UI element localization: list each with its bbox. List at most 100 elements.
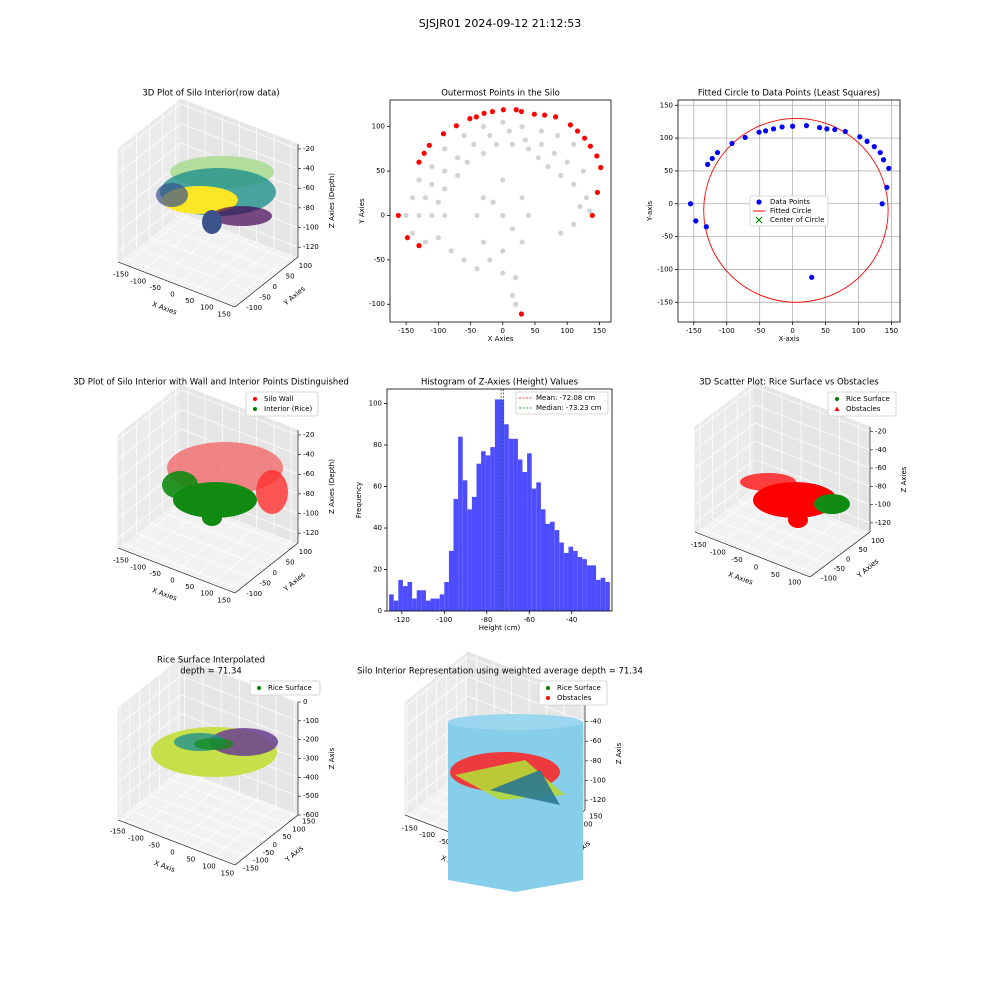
point	[442, 186, 448, 192]
y-tick-label: 100	[292, 825, 305, 833]
legend-marker	[835, 397, 839, 401]
x-tick-label: 0	[170, 291, 174, 299]
bar	[522, 471, 528, 611]
point	[729, 140, 735, 146]
legend-box	[749, 195, 829, 227]
x-tick-label: -50	[465, 327, 476, 335]
x-tick-label: 150	[217, 310, 230, 318]
point	[809, 274, 815, 280]
point	[714, 149, 721, 156]
point-cloud	[162, 471, 198, 499]
chart-title: Silo Interior Representation using weigh…	[357, 667, 643, 677]
z-tick-label: -120	[875, 519, 891, 527]
point	[842, 128, 848, 135]
x-tick-label: 50	[186, 856, 195, 864]
x-tick-label: 50	[185, 583, 194, 591]
axis-line	[694, 427, 871, 578]
point	[500, 177, 506, 183]
z-tick-label: -40	[303, 451, 314, 459]
y-axis-label: Frequency	[355, 482, 363, 518]
grid-line	[117, 389, 299, 441]
legend-box	[245, 391, 319, 417]
grid-line	[117, 123, 299, 174]
z-axis-label: Z Axies (Depth)	[328, 459, 336, 514]
grid-line	[694, 459, 871, 505]
z-tick-label: -60	[590, 737, 601, 745]
point	[453, 123, 459, 129]
plot-frame	[389, 99, 612, 323]
x-tick-label: -150	[398, 327, 414, 335]
point-cloud	[212, 206, 272, 226]
point	[580, 168, 586, 174]
point	[480, 124, 487, 130]
z-tick-label: -100	[303, 224, 319, 232]
plot-area	[390, 100, 611, 322]
bar	[499, 399, 505, 611]
legend-label: Interior (Rice)	[264, 405, 312, 413]
point	[879, 201, 885, 207]
point-cloud	[210, 728, 278, 756]
bar	[527, 453, 532, 611]
point	[487, 257, 493, 263]
point	[442, 212, 448, 219]
y-tick-label: -150	[657, 298, 673, 306]
legend-marker	[253, 407, 257, 411]
point	[519, 195, 525, 201]
point-cloud	[202, 510, 222, 526]
z-tick-label: -200	[303, 736, 319, 744]
point	[509, 226, 516, 232]
legend-marker	[546, 686, 550, 690]
legend-marker	[756, 199, 762, 205]
point	[416, 159, 422, 165]
point	[554, 132, 561, 139]
point	[857, 134, 863, 140]
point	[409, 195, 416, 201]
z-tick-label: -120	[303, 529, 319, 537]
point	[587, 143, 593, 149]
x-tick-label: -50	[731, 556, 742, 564]
x-tick-label: -150	[110, 827, 126, 835]
point	[500, 119, 506, 125]
point	[770, 126, 777, 132]
point	[464, 159, 470, 165]
z-tick-label: -120	[590, 796, 606, 804]
point	[474, 212, 480, 219]
legend-box	[515, 391, 609, 415]
x-tick-label: 150	[885, 327, 898, 335]
z-tick-label: -20	[875, 428, 886, 436]
point	[581, 135, 588, 141]
x-axis-label: X Axies	[488, 335, 514, 343]
point	[429, 181, 435, 187]
grid-line	[694, 441, 871, 487]
grid-line	[136, 134, 254, 293]
y-tick-label: -100	[246, 590, 262, 598]
bar	[586, 565, 592, 611]
y-tick-label: 0	[846, 556, 850, 564]
figure-title: SJSJR01 2024-09-12 21:12:53	[419, 17, 581, 30]
point	[490, 199, 496, 205]
grid-line	[122, 144, 241, 304]
legend-marker	[834, 406, 840, 411]
y-tick-label: 150	[660, 101, 673, 109]
y-tick-label: -100	[821, 574, 837, 582]
grid-line	[699, 423, 816, 574]
point	[455, 155, 461, 161]
bar	[389, 594, 394, 611]
point	[522, 137, 528, 143]
x-tick-label: -100	[430, 327, 446, 335]
bar	[600, 577, 606, 611]
y-tick-label: -150	[243, 864, 259, 872]
x-tick-label: -150	[402, 824, 418, 832]
grid-line	[404, 676, 586, 727]
point	[493, 141, 499, 147]
point	[473, 114, 479, 120]
bar	[421, 590, 426, 611]
y-tick-label: 150	[589, 813, 602, 821]
legend-marker	[257, 686, 261, 690]
x-tick-label: -150	[686, 327, 702, 335]
bar	[540, 509, 546, 611]
point	[832, 126, 838, 133]
y-tick-label: -50	[259, 579, 270, 587]
z-tick-label: -100	[303, 510, 319, 518]
point	[558, 172, 564, 179]
